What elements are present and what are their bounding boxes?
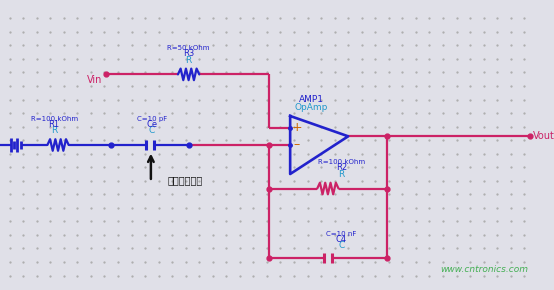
Text: C4: C4 [336, 235, 347, 244]
Text: Vout: Vout [533, 131, 554, 141]
Text: OpAmp: OpAmp [295, 103, 328, 112]
Text: Ce: Ce [146, 119, 157, 128]
Text: R=100 kOhm: R=100 kOhm [30, 116, 78, 122]
Text: C=10 nF: C=10 nF [326, 231, 357, 237]
Text: 引脚分布电容: 引脚分布电容 [167, 175, 203, 185]
Text: R: R [338, 170, 345, 179]
Text: Vin: Vin [87, 75, 102, 85]
Text: –: – [294, 139, 300, 151]
Text: www.cntronics.com: www.cntronics.com [440, 265, 528, 274]
Text: AMP1: AMP1 [299, 95, 324, 104]
Text: +: + [291, 121, 302, 134]
Text: R2: R2 [336, 163, 347, 172]
Text: R: R [51, 126, 57, 135]
Text: R=100 kOhm: R=100 kOhm [318, 159, 365, 165]
Text: C: C [148, 126, 155, 135]
Text: R: R [186, 56, 192, 65]
Text: C: C [338, 241, 345, 251]
Text: R3: R3 [183, 49, 194, 58]
Text: R=50 kOhm: R=50 kOhm [167, 45, 210, 51]
Text: R1: R1 [49, 119, 60, 128]
Text: C=10 pF: C=10 pF [137, 116, 167, 122]
